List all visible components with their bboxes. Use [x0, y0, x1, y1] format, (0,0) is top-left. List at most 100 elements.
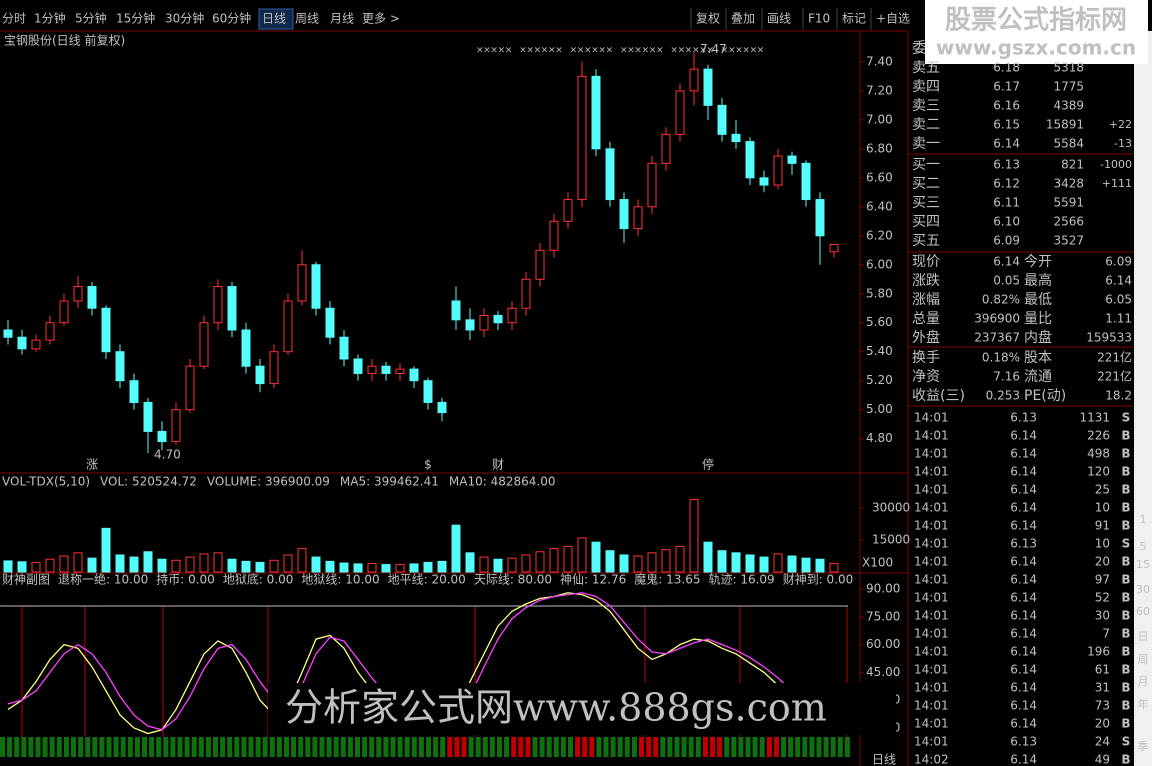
period-tab[interactable]: 1分钟	[34, 11, 66, 26]
order-label: 买一	[912, 157, 940, 173]
period-tab[interactable]: 月线	[330, 12, 354, 26]
signal-stripe	[539, 737, 545, 757]
sidebar-item[interactable]: 15	[1136, 558, 1150, 571]
stat-value: 6.09	[1105, 255, 1132, 269]
period-tab[interactable]: 5分钟	[75, 11, 107, 26]
candle-body	[731, 133, 741, 143]
signal-cross: ×	[620, 46, 628, 56]
volume-bar	[185, 556, 195, 573]
signal-stripe	[482, 737, 488, 757]
y-tick-label: 6.20	[866, 228, 893, 242]
period-tab[interactable]: 分时	[2, 12, 26, 26]
signal-stripe	[63, 737, 69, 757]
tick-time: 14:01	[914, 699, 949, 713]
candle-body	[311, 264, 321, 309]
candle-body	[297, 264, 307, 302]
order-change: -1000	[1100, 158, 1132, 171]
logo-title: 股票公式指标网	[945, 6, 1127, 36]
toolbar-button[interactable]: 复权	[696, 12, 720, 26]
toolbar-button[interactable]: F10	[808, 12, 830, 26]
volume-bar	[549, 548, 559, 573]
signal-stripe	[305, 737, 311, 757]
tick-volume: 120	[1087, 465, 1110, 479]
logo-url: www.gszx.com.cn	[936, 36, 1136, 60]
signal-cross: ×	[606, 46, 614, 56]
signal-cross: ×	[735, 46, 743, 56]
signal-cross: ×	[577, 46, 585, 56]
sidebar-item[interactable]: 30	[1136, 583, 1150, 596]
period-tab[interactable]: 15分钟	[116, 11, 155, 26]
tick-volume: 1131	[1079, 411, 1110, 425]
signal-stripe	[149, 737, 155, 757]
period-tab[interactable]: 日线	[262, 12, 286, 26]
order-price: 6.12	[993, 177, 1020, 191]
tick-volume: 10	[1095, 501, 1110, 515]
signal-stripe	[440, 737, 446, 757]
sidebar-item[interactable]: 1	[1140, 513, 1147, 526]
volume-bar	[829, 563, 839, 573]
period-tab[interactable]: 周线	[295, 12, 319, 26]
toolbar-button[interactable]: +自选	[876, 12, 910, 26]
signal-stripe	[525, 737, 531, 757]
volume-bar	[213, 552, 223, 573]
signal-stripe	[71, 737, 76, 757]
toolbar-button[interactable]: 叠加	[731, 12, 755, 26]
stat-value: 0.18%	[982, 351, 1020, 365]
candle-body	[773, 155, 783, 186]
toolbar-button[interactable]: 标记	[842, 12, 866, 26]
order-label: 卖三	[912, 98, 940, 114]
toolbar-button[interactable]: 画线	[767, 12, 791, 26]
sidebar-item[interactable]: 日	[1138, 630, 1149, 643]
period-tab[interactable]: 60分钟	[212, 11, 251, 26]
sidebar-item[interactable]: 月	[1138, 675, 1149, 688]
tick-side: B	[1121, 609, 1130, 623]
tick-price: 6.14	[1010, 501, 1037, 515]
stat-label: 涨跌	[912, 273, 940, 289]
volume-bar	[409, 563, 419, 573]
tick-time: 14:02	[914, 753, 949, 766]
sidebar-item[interactable]: 周	[1138, 653, 1149, 666]
period-tab[interactable]: 30分钟	[165, 11, 204, 26]
signal-stripe	[639, 737, 644, 757]
tick-time: 14:01	[914, 663, 949, 677]
volume-bar	[101, 527, 111, 573]
candle-body	[661, 133, 671, 164]
tick-price: 6.14	[1010, 555, 1037, 569]
tick-time: 14:01	[914, 429, 949, 443]
order-change: -13	[1114, 137, 1132, 150]
tick-side: B	[1121, 501, 1130, 515]
signal-stripe	[575, 737, 581, 757]
tick-price: 6.14	[1010, 627, 1037, 641]
order-volume: 15891	[1046, 118, 1084, 132]
signal-stripe	[312, 737, 318, 757]
signal-stripe	[773, 737, 779, 757]
tick-time: 14:01	[914, 411, 949, 425]
signal-stripe	[284, 737, 289, 757]
volume-bar	[647, 552, 657, 573]
sidebar-item[interactable]: 年	[1138, 697, 1149, 711]
candle-body	[381, 365, 391, 374]
sidebar-item[interactable]: 季	[1138, 740, 1149, 753]
sidebar-item[interactable]: 5	[1140, 540, 1147, 553]
candle-body	[675, 90, 685, 135]
stat-label: 收益(三)	[912, 388, 965, 404]
signal-stripe	[646, 737, 652, 757]
signal-stripe	[688, 737, 694, 757]
signal-cross: ×	[670, 46, 678, 56]
signal-stripe	[205, 737, 211, 757]
tick-volume: 24	[1095, 735, 1110, 749]
period-tab[interactable]: 更多 >	[362, 12, 400, 26]
sidebar-item[interactable]: 60	[1136, 605, 1150, 618]
signal-cross: ×	[750, 46, 758, 56]
volume-bar	[255, 561, 265, 573]
volume-bar	[157, 558, 167, 573]
signal-cross: ×	[584, 46, 592, 56]
signal-stripe	[596, 737, 602, 757]
stat-label: 今开	[1024, 254, 1052, 270]
signal-cross: ×	[649, 46, 657, 56]
signal-cross: ×	[699, 46, 707, 56]
y-tick-label: 5.40	[866, 344, 893, 358]
signal-cross: ×	[519, 46, 527, 56]
signal-cross: ×	[634, 46, 642, 56]
signal-stripe	[241, 737, 247, 757]
